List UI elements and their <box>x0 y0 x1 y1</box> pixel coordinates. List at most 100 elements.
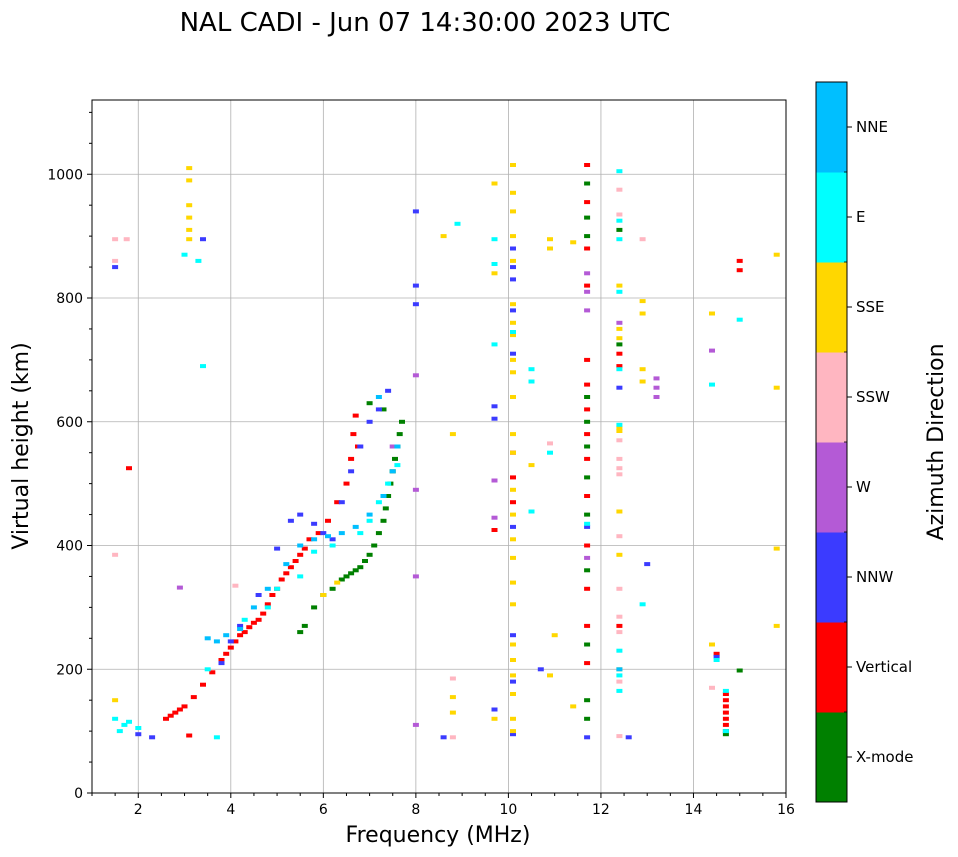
data-point-nnw <box>491 404 498 409</box>
data-point-vertical <box>250 620 257 625</box>
data-point-vertical <box>246 625 253 630</box>
data-point-vertical <box>736 268 743 273</box>
data-point-vertical <box>200 682 206 687</box>
data-point-sse <box>510 602 516 607</box>
data-point-x-mode <box>311 605 318 610</box>
data-point-ssw <box>616 630 623 635</box>
data-point-vertical <box>306 537 313 542</box>
data-point-vertical <box>722 722 729 727</box>
x-tick-label: 10 <box>499 802 517 818</box>
data-point-sse <box>510 692 516 696</box>
data-point-nnw <box>135 732 142 737</box>
data-point-e <box>616 218 623 223</box>
data-point-ssw <box>547 441 553 446</box>
data-point-x-mode <box>584 234 591 239</box>
data-point-ssw <box>123 237 130 242</box>
data-point-nnw <box>237 623 244 628</box>
data-point-vertical <box>186 733 193 738</box>
data-point-nne <box>297 543 304 548</box>
colorbar-segment <box>816 712 847 803</box>
data-point-e <box>491 342 498 347</box>
data-point-e <box>616 367 623 372</box>
data-point-sse <box>547 237 553 242</box>
data-point-nnw <box>510 732 516 737</box>
data-point-sse <box>510 395 516 399</box>
data-point-nnw <box>412 302 419 307</box>
data-point-w <box>389 444 396 449</box>
colorbar-segment <box>816 532 847 623</box>
data-point-x-mode <box>399 419 405 424</box>
colorbar-segment <box>816 622 847 713</box>
data-point-vertical <box>209 670 216 675</box>
data-point-vertical <box>301 546 308 551</box>
data-point-nnw <box>329 537 336 542</box>
data-point-sse <box>112 698 119 703</box>
data-point-x-mode <box>584 698 591 703</box>
data-point-x-mode <box>343 574 350 579</box>
data-point-sse <box>528 463 535 468</box>
data-point-e <box>709 382 715 387</box>
data-point-nnw <box>510 633 516 638</box>
data-point-nnw <box>412 209 419 214</box>
data-point-ssw <box>616 734 623 739</box>
data-point-x-mode <box>736 668 743 673</box>
data-point-nnw <box>311 521 318 526</box>
data-point-e <box>528 509 535 514</box>
data-point-sse <box>449 432 456 437</box>
data-point-vertical <box>584 456 591 461</box>
data-point-x-mode <box>616 342 623 347</box>
data-point-sse <box>510 258 516 263</box>
data-point-nnw <box>385 388 392 393</box>
colorbar-label: W <box>856 478 871 496</box>
data-point-e <box>616 673 623 678</box>
data-point-w <box>653 395 660 399</box>
data-point-vertical <box>584 382 591 387</box>
data-point-sse <box>616 336 623 341</box>
data-point-vertical <box>713 651 720 656</box>
y-axis-label: Virtual height (km) <box>9 342 34 549</box>
data-point-nnw <box>366 419 373 424</box>
data-point-nnw <box>584 735 591 740</box>
colorbar-label: Vertical <box>856 658 912 676</box>
colorbar-segment <box>816 442 847 533</box>
data-point-sse <box>616 429 623 433</box>
data-point-vertical <box>343 481 350 486</box>
data-point-sse <box>510 320 516 325</box>
data-point-sse <box>510 450 516 455</box>
data-point-sse <box>773 252 780 257</box>
data-point-nne <box>311 537 318 542</box>
data-point-nnw <box>412 283 419 288</box>
data-point-sse <box>510 673 516 678</box>
data-point-x-mode <box>380 407 387 412</box>
y-tick-label: 800 <box>56 291 83 307</box>
data-point-vertical <box>722 704 729 709</box>
data-point-e <box>713 658 720 662</box>
x-tick-label: 16 <box>777 802 795 818</box>
data-point-nnw <box>584 524 591 529</box>
data-point-nnw <box>713 654 720 659</box>
data-point-nne <box>338 531 345 536</box>
data-point-x-mode <box>584 395 591 399</box>
data-point-e <box>241 617 248 622</box>
data-point-sse <box>616 552 623 557</box>
data-point-vertical <box>510 475 516 480</box>
data-point-ssw <box>616 534 623 539</box>
data-point-vertical <box>584 543 591 548</box>
data-point-vertical <box>325 518 331 523</box>
data-point-vertical <box>163 716 169 721</box>
data-point-vertical <box>167 713 174 718</box>
chart-title: NAL CADI - Jun 07 14:30:00 2023 UTC <box>180 8 671 38</box>
data-point-nnw <box>510 308 516 313</box>
data-point-sse <box>639 299 646 304</box>
data-point-vertical <box>584 661 591 666</box>
data-point-e <box>274 586 281 591</box>
data-point-vertical <box>584 283 591 288</box>
data-point-w <box>653 376 660 381</box>
data-point-nne <box>204 636 211 641</box>
x-tick-label: 4 <box>226 802 235 818</box>
data-point-vertical <box>255 617 262 622</box>
data-point-ssw <box>449 735 456 740</box>
data-point-ssw <box>112 258 119 263</box>
data-point-vertical <box>584 494 591 498</box>
data-point-e <box>135 726 142 730</box>
